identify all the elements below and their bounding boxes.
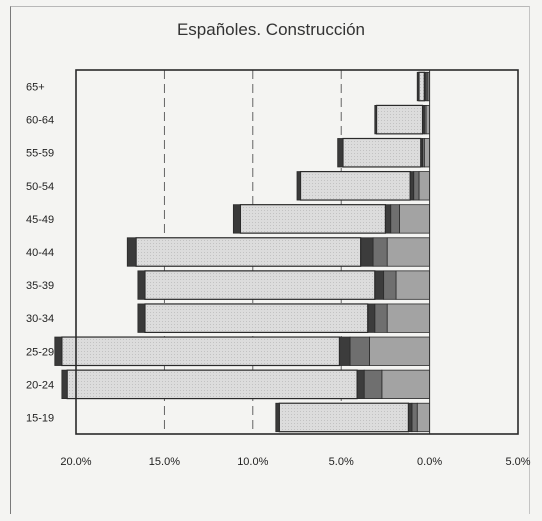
bar-segment-25-29 (54, 336, 63, 366)
bar-segment-20-24 (363, 369, 383, 399)
y-tick-label: 55-59 (26, 148, 54, 160)
y-tick-label: 60-64 (26, 115, 54, 127)
bar-segment-55-59 (342, 137, 422, 168)
chart-title: Españoles. Construcción (176, 20, 366, 39)
bar-segment-40-44 (126, 237, 137, 267)
bar-segment-20-24 (61, 369, 68, 399)
bar-segment-25-29 (369, 336, 431, 366)
bar-segment-45-49 (399, 204, 431, 234)
y-tick-label: 25-29 (26, 346, 54, 358)
bar-segment-15-19 (411, 402, 418, 433)
x-tick-label: 5.0% (505, 456, 530, 468)
bar-segment-40-44 (135, 237, 362, 267)
y-tick-label: 30-34 (26, 313, 54, 325)
bar-segment-35-39 (395, 270, 430, 300)
bar-segment-35-39 (383, 270, 397, 300)
bar-segment-25-29 (339, 336, 351, 366)
bar-segment-15-19 (278, 402, 409, 433)
bar-segment-30-34 (374, 303, 388, 333)
chart-frame (10, 6, 530, 514)
y-tick-label: 50-54 (26, 181, 54, 193)
plot-area (75, 69, 519, 435)
y-axis-labels: 15-19 20-24 25-29 30-34 35-39 40-44 45-49 50-54… (26, 82, 54, 425)
bar-segment-30-34 (137, 303, 146, 333)
bar-segment-20-24 (356, 369, 365, 399)
bar-segment-20-24 (381, 369, 431, 399)
bar-segment-50-54 (299, 170, 411, 201)
y-tick-label: 15-19 (26, 412, 54, 424)
bar-segment-30-34 (367, 303, 376, 333)
bar-segment-50-54 (296, 171, 301, 201)
bar-segment-60-64 (425, 105, 430, 135)
bar-segment-30-34 (386, 303, 430, 333)
bar-segment-45-49 (239, 204, 386, 234)
bar-segment-35-39 (374, 270, 385, 300)
bar-segment-40-44 (360, 237, 374, 267)
bar-segment-35-39 (137, 270, 146, 300)
bar-segment-15-19 (275, 402, 280, 433)
bar-segment-65+ (418, 71, 425, 102)
bar-segment-40-44 (372, 237, 388, 267)
x-tick-label: 5.0% (329, 456, 354, 468)
x-tick-label: 20.0% (60, 456, 91, 468)
bar-segment-60-64 (374, 105, 377, 135)
bar-segment-35-39 (144, 270, 376, 300)
bar-segment-50-54 (418, 171, 431, 201)
bar-segment-45-49 (232, 204, 241, 234)
bar-segment-30-34 (144, 303, 369, 334)
bars (54, 70, 431, 434)
bar-segment-60-64 (375, 104, 424, 135)
bar-segment-40-44 (386, 237, 430, 267)
bar-segment-45-49 (390, 204, 400, 234)
bar-segment-45-49 (384, 204, 392, 234)
y-tick-label: 65+ (26, 82, 45, 94)
y-tick-label: 40-44 (26, 247, 54, 259)
bar-segment-25-29 (349, 336, 370, 366)
bar-segment-25-29 (61, 336, 341, 367)
bar-segment-15-19 (416, 402, 430, 433)
x-tick-label: 15.0% (149, 456, 180, 468)
x-axis-labels: 20.0% 15.0% 10.0% 5.0% 0.0% 5.0% (60, 456, 530, 468)
y-tick-label: 35-39 (26, 280, 54, 292)
bar-segment-50-54 (413, 171, 420, 201)
y-tick-label: 45-49 (26, 214, 54, 226)
y-tick-label: 20-24 (26, 379, 54, 391)
x-tick-label: 10.0% (237, 456, 268, 468)
bar-segment-55-59 (337, 138, 344, 168)
x-tick-label: 0.0% (417, 456, 442, 468)
bar-segment-55-59 (423, 138, 430, 168)
bar-segment-65+ (416, 71, 420, 102)
bar-segment-20-24 (66, 369, 358, 400)
